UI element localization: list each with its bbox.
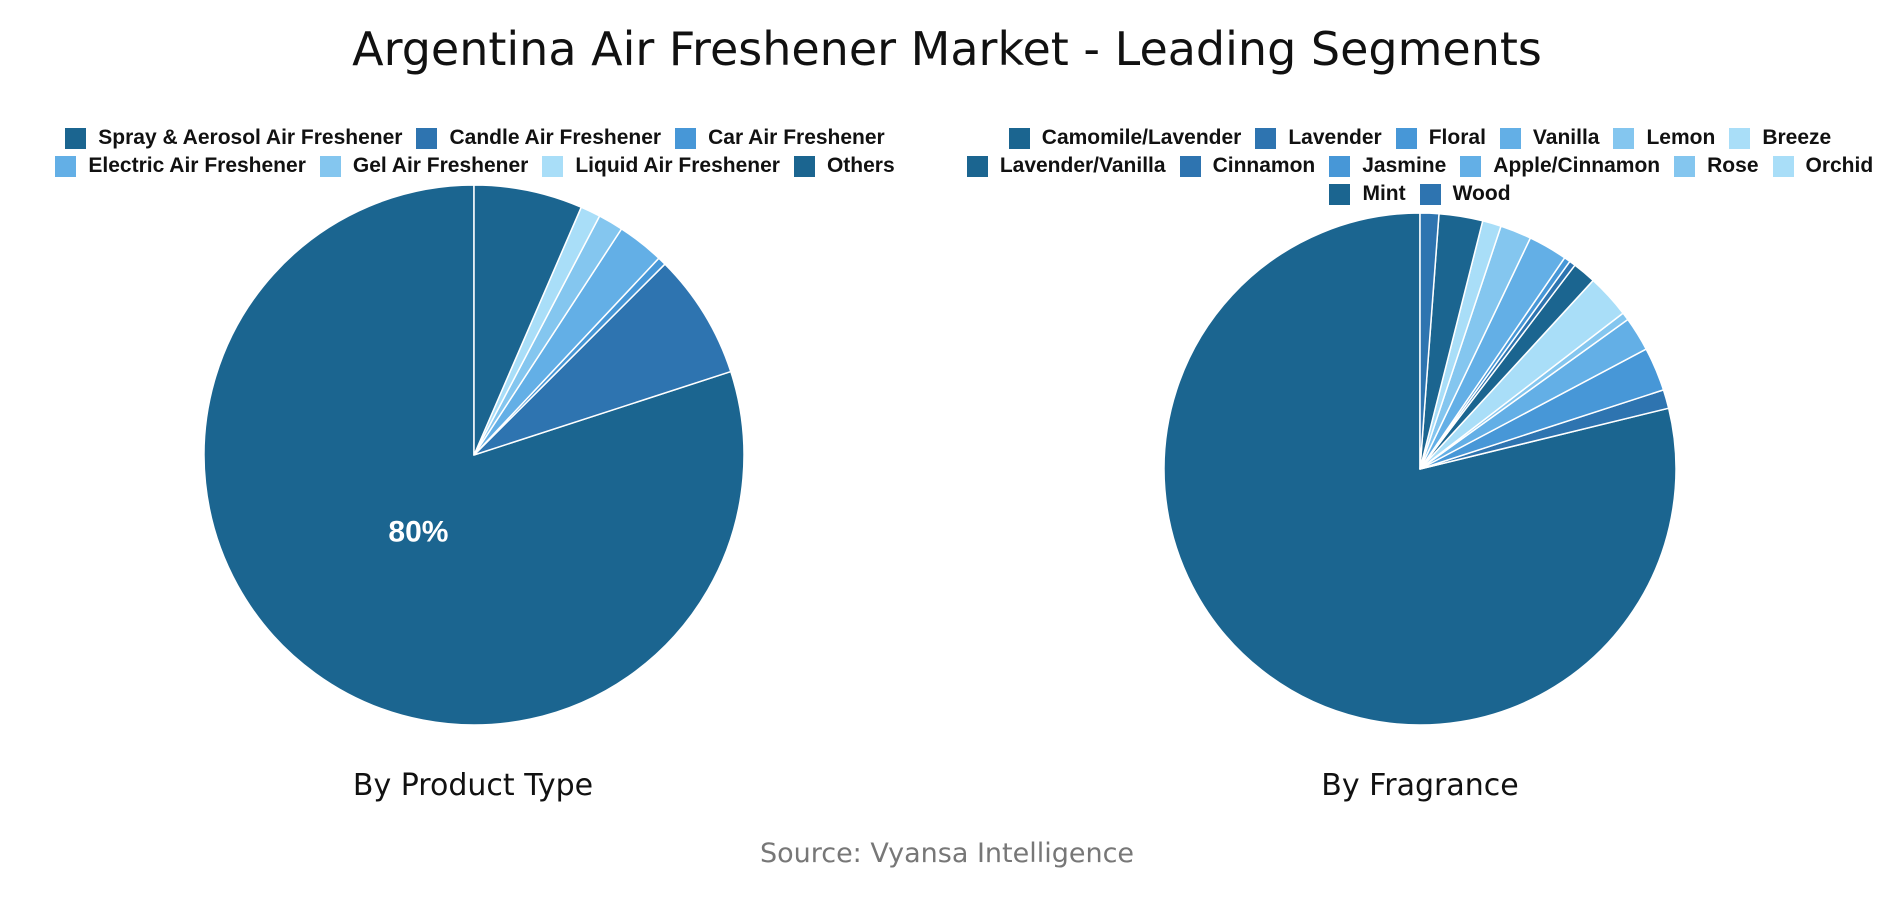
legend-item: Lemon	[1613, 126, 1716, 149]
legend-label: Candle Air Freshener	[449, 126, 662, 149]
legend-swatch	[65, 127, 87, 149]
legend-swatch	[966, 155, 988, 177]
legend-swatch	[55, 155, 77, 177]
legend-label: Car Air Freshener	[708, 126, 885, 149]
legend-label: Wood	[1452, 182, 1511, 205]
legend-item: Candle Air Freshener	[416, 126, 662, 149]
legend-swatch	[1255, 127, 1277, 149]
legend-item: Floral	[1395, 126, 1486, 149]
legend-swatch	[1460, 155, 1482, 177]
legend-fragrance: Camomile/Lavender Lavender Floral Vanilla Le…	[950, 126, 1890, 205]
legend-swatch	[1674, 155, 1696, 177]
legend-item: Lavender/Vanilla	[966, 154, 1166, 177]
legend-swatch	[542, 155, 564, 177]
legend-item: Liquid Air Freshener	[542, 154, 780, 177]
legend-swatch	[1419, 183, 1441, 205]
legend-swatch	[675, 127, 697, 149]
legend-swatch	[1772, 155, 1794, 177]
legend-label: Jasmine	[1362, 154, 1447, 177]
legend-label: Camomile/Lavender	[1041, 126, 1242, 149]
legend-label: Rose	[1707, 154, 1759, 177]
legend-swatch	[1329, 183, 1351, 205]
legend-swatch	[1499, 127, 1521, 149]
legend-item: Lavender	[1255, 126, 1382, 149]
legend-item: Gel Air Freshener	[319, 154, 529, 177]
pie-slice	[1419, 212, 1440, 470]
pie-1	[1163, 212, 1677, 726]
subtitle-fragrance: By Fragrance	[1321, 768, 1519, 803]
pie-slice	[473, 184, 583, 456]
legend-swatch	[1179, 155, 1201, 177]
legend-label: Spray & Aerosol Air Freshener	[98, 126, 403, 149]
legend-label: Lemon	[1646, 126, 1716, 149]
legend-item: Apple/Cinnamon	[1460, 154, 1661, 177]
legend-item: Spray & Aerosol Air Freshener	[65, 126, 403, 149]
legend-label: Mint	[1362, 182, 1406, 205]
legend-label: Cinnamon	[1212, 154, 1316, 177]
legend-item: Rose	[1674, 154, 1759, 177]
legend-item: Mint	[1329, 182, 1406, 205]
legend-swatch	[319, 155, 341, 177]
subtitle-product-type: By Product Type	[352, 768, 594, 803]
chart-title: Argentina Air Freshener Market - Leading…	[352, 22, 1542, 76]
legend-label: Vanilla	[1532, 126, 1600, 149]
legend-label: Floral	[1428, 126, 1486, 149]
legend-label: Others	[826, 154, 895, 177]
legend-item: Orchid	[1772, 154, 1874, 177]
legend-label: Liquid Air Freshener	[575, 154, 780, 177]
legend-product-type: Spray & Aerosol Air Freshener Candle Air …	[30, 126, 920, 177]
legend-item: Car Air Freshener	[675, 126, 885, 149]
legend-item: Camomile/Lavender	[1008, 126, 1242, 149]
legend-swatch	[1329, 155, 1351, 177]
legend-item: Wood	[1419, 182, 1511, 205]
legend-item: Electric Air Freshener	[55, 154, 306, 177]
legend-swatch	[1729, 127, 1751, 149]
legend-label: Electric Air Freshener	[88, 154, 306, 177]
legend-label: Lavender	[1288, 126, 1382, 149]
pie-slice	[473, 263, 732, 456]
legend-item: Vanilla	[1499, 126, 1600, 149]
pie-0: 80%	[203, 184, 745, 726]
legend-swatch	[1613, 127, 1635, 149]
legend-swatch	[793, 155, 815, 177]
legend-label: Orchid	[1805, 154, 1874, 177]
legend-item: Others	[793, 154, 895, 177]
legend-item: Breeze	[1729, 126, 1832, 149]
legend-swatch	[1395, 127, 1417, 149]
legend-item: Jasmine	[1329, 154, 1447, 177]
legend-label: Gel Air Freshener	[352, 154, 529, 177]
legend-label: Breeze	[1762, 126, 1832, 149]
legend-swatch	[416, 127, 438, 149]
legend-item: Cinnamon	[1179, 154, 1316, 177]
legend-swatch	[1008, 127, 1030, 149]
legend-label: Apple/Cinnamon	[1493, 154, 1661, 177]
source-note: Source: Vyansa Intelligence	[759, 838, 1135, 869]
slice-value-label: 80%	[388, 515, 448, 548]
legend-label: Lavender/Vanilla	[999, 154, 1166, 177]
